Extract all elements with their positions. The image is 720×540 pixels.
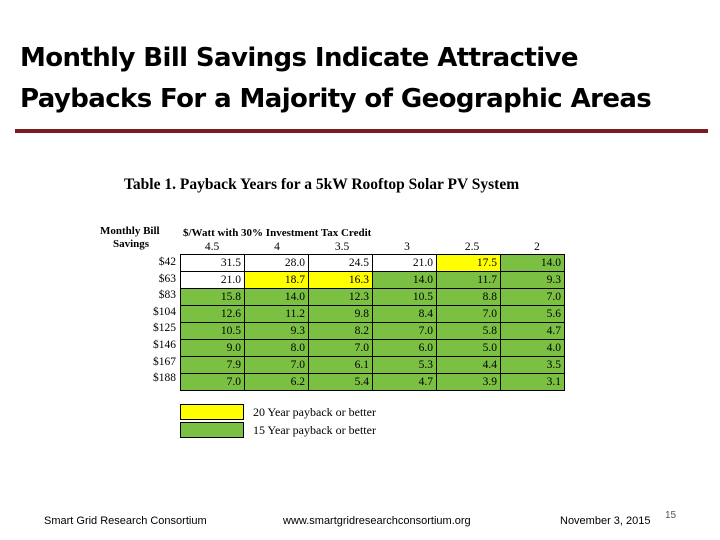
table-cell: 21.0 (372, 254, 437, 272)
legend-swatch-15-year (180, 422, 244, 438)
table-cell: 7.9 (180, 356, 245, 374)
table-row: 7.9 7.0 6.1 5.3 4.4 3.5 (180, 356, 565, 374)
price-column-header: 2 (534, 241, 540, 253)
table-row: 10.5 9.3 8.2 7.0 5.8 4.7 (180, 322, 565, 340)
price-column-header: 3 (404, 241, 410, 253)
table-row: 15.8 14.0 12.3 10.5 8.8 7.0 (180, 288, 565, 306)
row-header-line-2: Savings (113, 238, 150, 250)
table-cell: 28.0 (244, 254, 309, 272)
table-cell: 5.6 (500, 305, 565, 323)
table-cell: 12.6 (180, 305, 245, 323)
table-cell: 8.0 (244, 339, 309, 357)
row-label-savings: $83 (158, 289, 176, 302)
table-caption: Table 1. Payback Years for a 5kW Rooftop… (124, 176, 520, 193)
table-cell: 4.4 (436, 356, 501, 374)
legend-label-15-year: 15 Year payback or better (253, 423, 376, 437)
table-cell: 4.0 (500, 339, 565, 357)
row-label-savings: $167 (153, 355, 176, 368)
table-row: 21.0 18.7 16.3 14.0 11.7 9.3 (180, 271, 565, 289)
column-group-header: $/Watt with 30% Investment Tax Credit (183, 227, 372, 239)
table-cell: 11.2 (244, 305, 309, 323)
table-cell: 7.0 (436, 305, 501, 323)
table-cell: 7.0 (244, 356, 309, 374)
legend-swatch-20-year (180, 404, 244, 420)
slide-title-line-2: Paybacks For a Majority of Geographic Ar… (20, 84, 652, 114)
row-label-savings: $42 (158, 256, 176, 268)
table-cell: 7.0 (372, 322, 437, 340)
table-cell: 7.0 (308, 339, 373, 357)
table-cell: 8.8 (436, 288, 501, 306)
table-cell: 8.2 (308, 322, 373, 340)
table-cell: 3.5 (500, 356, 565, 374)
table-cell: 9.0 (180, 339, 245, 357)
table-cell: 3.9 (436, 373, 501, 391)
row-label-savings: $188 (153, 372, 176, 385)
table-cell: 6.0 (372, 339, 437, 357)
row-header-line-1: Monthly Bill (100, 225, 160, 237)
price-column-header: 2.5 (464, 241, 480, 253)
page-number: 15 (665, 510, 677, 521)
payback-table: 31.5 28.0 24.5 21.0 17.5 14.0 21.0 18.7 16.3 14.0… (180, 254, 565, 391)
legend-label-20-year: 20 Year payback or better (253, 405, 376, 419)
price-column-header: 3.5 (334, 241, 350, 253)
table-cell: 10.5 (372, 288, 437, 306)
table-cell: 7.0 (180, 373, 245, 391)
row-label-savings: $146 (153, 339, 176, 351)
table-cell: 14.0 (244, 288, 309, 306)
slide-title: Monthly Bill Savings Indicate Attractive… (20, 38, 710, 120)
table-cell: 5.0 (436, 339, 501, 357)
table-cell: 14.0 (372, 271, 437, 289)
table-cell: 7.0 (500, 288, 565, 306)
slide-title-line-1: Monthly Bill Savings Indicate Attractive (20, 43, 579, 73)
table-row: 31.5 28.0 24.5 21.0 17.5 14.0 (180, 254, 565, 272)
price-column-header: 4 (274, 241, 280, 253)
table-cell: 8.4 (372, 305, 437, 323)
table-cell: 4.7 (372, 373, 437, 391)
footer-organization: Smart Grid Research Consortium (44, 515, 207, 527)
table-cell: 9.3 (244, 322, 309, 340)
table-cell: 5.8 (436, 322, 501, 340)
table-row: 9.0 8.0 7.0 6.0 5.0 4.0 (180, 339, 565, 357)
table-cell: 24.5 (308, 254, 373, 272)
table-cell: 5.3 (372, 356, 437, 374)
table-cell: 12.3 (308, 288, 373, 306)
title-divider (15, 129, 708, 133)
table-cell: 11.7 (436, 271, 501, 289)
table-row: 7.0 6.2 5.4 4.7 3.9 3.1 (180, 373, 565, 391)
table-cell: 18.7 (244, 271, 309, 289)
table-cell: 14.0 (500, 254, 565, 272)
table-cell: 9.8 (308, 305, 373, 323)
table-cell: 17.5 (436, 254, 501, 272)
table-cell: 16.3 (308, 271, 373, 289)
table-cell: 3.1 (500, 373, 565, 391)
footer-date: November 3, 2015 (560, 515, 651, 527)
footer-url[interactable]: www.smartgridresearchconsortium.org (283, 515, 471, 527)
row-label-savings: $125 (153, 322, 176, 335)
table-cell: 6.1 (308, 356, 373, 374)
table-cell: 6.2 (244, 373, 309, 391)
table-cell: 9.3 (500, 271, 565, 289)
table-cell: 31.5 (180, 254, 245, 272)
table-cell: 5.4 (308, 373, 373, 391)
row-label-savings: $63 (158, 272, 176, 285)
row-label-savings: $104 (153, 305, 176, 318)
table-cell: 15.8 (180, 288, 245, 306)
table-cell: 4.7 (500, 322, 565, 340)
price-column-header: 4.5 (204, 241, 220, 253)
table-row: 12.6 11.2 9.8 8.4 7.0 5.6 (180, 305, 565, 323)
table-cell: 10.5 (180, 322, 245, 340)
table-cell: 21.0 (180, 271, 245, 289)
